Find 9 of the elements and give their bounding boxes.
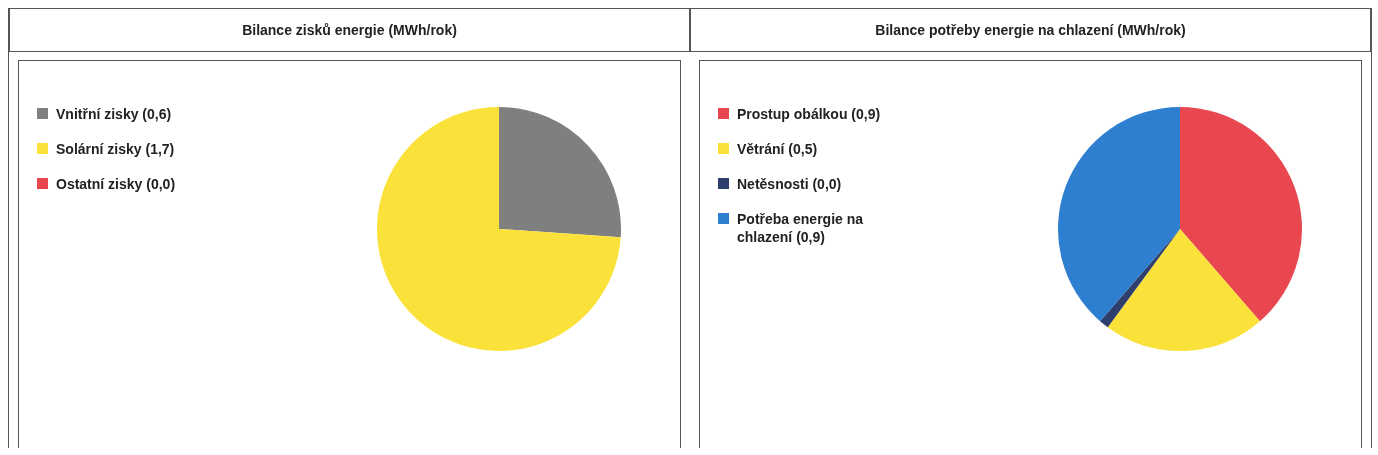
- legend-label: Ostatní zisky (0,0): [56, 175, 176, 193]
- legend-label: Větrání (0,5): [737, 140, 818, 158]
- legend-label: Prostup obálkou (0,9): [737, 105, 881, 123]
- chart-title: Bilance zisků energie (MWh/rok): [9, 8, 690, 52]
- legend-label: Potřeba energie na chlazení (0,9): [737, 210, 865, 246]
- legend-label: Vnitřní zisky (0,6): [56, 105, 172, 123]
- legend-label: Solární zisky (1,7): [56, 140, 175, 158]
- legend-label: Netěsnosti (0,0): [737, 175, 842, 193]
- chart-title: Bilance potřeby energie na chlazení (MWh/rok): [690, 8, 1371, 52]
